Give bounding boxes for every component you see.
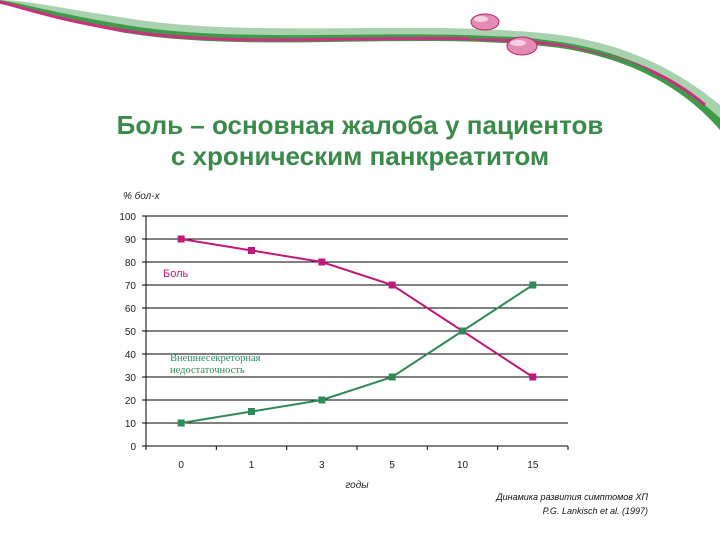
page-title-line-1: Боль – основная жалоба у пациентов <box>116 110 604 140</box>
x-tick-label: 15 <box>527 460 539 471</box>
series-lines <box>177 235 537 427</box>
x-tick-label: 10 <box>457 460 469 471</box>
series-line-1 <box>181 284 534 424</box>
y-axis-title: % бол-х <box>123 190 161 202</box>
green-thin-swoosh <box>469 36 651 73</box>
y-tick-label: 0 <box>130 442 136 453</box>
y-axis: 0 10 20 30 40 50 60 70 80 90 100 <box>119 212 147 453</box>
data-point <box>388 373 396 381</box>
series-label-insufficiency: Внешнесекреторная недостаточность <box>170 353 263 376</box>
series-label-insufficiency-line-1: Внешнесекреторная <box>170 353 261 364</box>
x-axis: 0 1 3 5 10 15 <box>145 445 569 471</box>
data-point <box>529 373 537 381</box>
data-point <box>318 258 326 266</box>
decorative-banner <box>0 0 720 130</box>
y-tick-label: 40 <box>125 350 137 361</box>
grid-lines <box>146 215 568 424</box>
page-title-line-2: с хроническим панкреатитом <box>170 141 550 171</box>
data-point <box>388 281 396 289</box>
y-tick-label: 80 <box>125 258 137 269</box>
source-caption: Динамика развития симптомов ХП <box>496 492 648 502</box>
data-point <box>318 396 326 404</box>
y-tick-label: 50 <box>125 327 137 338</box>
x-tick-label: 0 <box>178 460 184 471</box>
x-tick-label: 5 <box>389 460 395 471</box>
x-tick-label: 3 <box>319 460 325 471</box>
y-tick-label: 90 <box>125 235 137 246</box>
x-axis-title: годы <box>345 480 369 491</box>
pink-pill-highlight <box>474 16 488 22</box>
y-tick-label: 70 <box>125 281 137 292</box>
y-tick-label: 10 <box>125 419 137 430</box>
x-tick-label: 1 <box>249 460 255 471</box>
series-label-pain: Боль <box>163 268 189 280</box>
white-wave-inner <box>0 0 720 105</box>
data-point <box>177 419 185 427</box>
y-tick-label: 60 <box>125 304 137 315</box>
series-label-insufficiency-line-2: недостаточность <box>170 365 245 376</box>
y-tick-label: 20 <box>125 396 137 407</box>
data-point <box>529 281 537 289</box>
data-point <box>459 327 466 335</box>
data-point <box>248 247 255 254</box>
y-tick-label: 30 <box>125 373 137 384</box>
series-line-0 <box>181 238 534 378</box>
y-tick-label: 100 <box>119 212 136 223</box>
data-point <box>248 408 255 415</box>
data-point <box>177 235 185 243</box>
source-reference: P.G. Lankisch et al. (1997) <box>542 506 648 516</box>
pink-pill-highlight-2 <box>510 40 526 46</box>
